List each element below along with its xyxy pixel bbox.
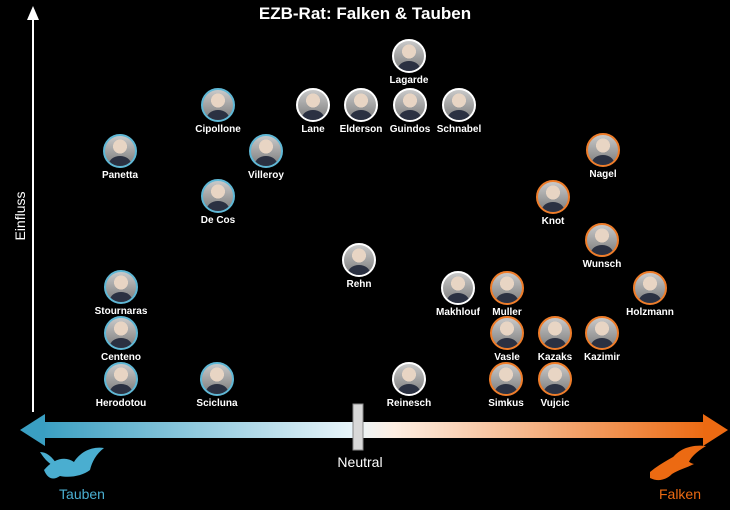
- member-lagarde: Lagarde: [369, 39, 449, 86]
- avatar: [103, 134, 137, 168]
- avatar: [633, 271, 667, 305]
- member-de-cos: De Cos: [178, 179, 258, 226]
- member-name: Panetta: [101, 170, 139, 181]
- member-name: Scicluna: [196, 398, 238, 409]
- member-kazimir: Kazimir: [562, 316, 642, 363]
- avatar: [201, 88, 235, 122]
- member-name: Wunsch: [582, 259, 622, 270]
- member-simkus: Simkus: [466, 362, 546, 409]
- member-name: Vujcic: [540, 398, 570, 409]
- avatar: [585, 316, 619, 350]
- member-scicluna: Scicluna: [177, 362, 257, 409]
- member-name: Lane: [301, 124, 325, 135]
- y-axis-label: Einfluss: [12, 191, 28, 241]
- avatar: [393, 88, 427, 122]
- avatar: [490, 316, 524, 350]
- member-name: Villeroy: [248, 170, 284, 181]
- avatar: [392, 39, 426, 73]
- member-name: Knot: [541, 216, 565, 227]
- hawk-icon: [650, 445, 706, 481]
- avatar: [585, 223, 619, 257]
- member-nagel: Nagel: [563, 133, 643, 180]
- member-herodotou: Herodotou: [81, 362, 161, 409]
- avatar: [342, 243, 376, 277]
- hawk-label: Falken: [658, 486, 702, 502]
- member-villeroy: Villeroy: [226, 134, 306, 181]
- chart-title: EZB-Rat: Falken & Tauben: [258, 4, 472, 23]
- stance-axis-bar: [42, 422, 706, 438]
- member-name: De Cos: [200, 215, 236, 226]
- member-knot: Knot: [513, 180, 593, 227]
- member-vasle: Vasle: [467, 316, 547, 363]
- member-name: Herodotou: [95, 398, 147, 409]
- member-name: Lagarde: [389, 75, 429, 86]
- member-name: Stournaras: [94, 306, 148, 317]
- member-stournaras: Stournaras: [81, 270, 161, 317]
- avatar: [201, 179, 235, 213]
- member-lane: Lane: [273, 88, 353, 135]
- member-guindos: Guindos: [370, 88, 450, 135]
- member-name: Kazaks: [537, 352, 573, 363]
- avatar: [490, 271, 524, 305]
- member-name: Rehn: [346, 279, 372, 290]
- avatar: [536, 180, 570, 214]
- member-muller: Muller: [467, 271, 547, 318]
- member-holzmann: Holzmann: [610, 271, 690, 318]
- member-reinesch: Reinesch: [369, 362, 449, 409]
- dove-label: Tauben: [59, 486, 105, 502]
- y-axis-arrowhead: [27, 6, 39, 20]
- member-cipollone: Cipollone: [178, 88, 258, 135]
- avatar: [200, 362, 234, 396]
- member-name: Vasle: [494, 352, 520, 363]
- neutral-label: Neutral: [337, 454, 383, 470]
- member-makhlouf: Makhlouf: [418, 271, 498, 318]
- dove-icon: [40, 447, 104, 479]
- member-vujcic: Vujcic: [515, 362, 595, 409]
- member-name: Muller: [492, 307, 522, 318]
- member-name: Cipollone: [195, 124, 241, 135]
- avatar: [442, 88, 476, 122]
- avatar: [392, 362, 426, 396]
- member-name: Schnabel: [436, 124, 482, 135]
- avatar: [344, 88, 378, 122]
- avatar: [296, 88, 330, 122]
- member-name: Guindos: [389, 124, 431, 135]
- member-kazaks: Kazaks: [515, 316, 595, 363]
- member-panetta: Panetta: [80, 134, 160, 181]
- avatar: [538, 362, 572, 396]
- avatar: [249, 134, 283, 168]
- member-name: Makhlouf: [436, 307, 480, 318]
- member-name: Reinesch: [386, 398, 432, 409]
- dove-arrowhead: [20, 414, 45, 446]
- member-centeno: Centeno: [81, 316, 161, 363]
- member-rehn: Rehn: [319, 243, 399, 290]
- member-name: Centeno: [101, 352, 141, 363]
- member-name: Elderson: [339, 124, 383, 135]
- avatar: [441, 271, 475, 305]
- member-name: Simkus: [488, 398, 524, 409]
- avatar: [104, 362, 138, 396]
- avatar: [538, 316, 572, 350]
- member-wunsch: Wunsch: [562, 223, 642, 270]
- avatar: [586, 133, 620, 167]
- member-elderson: Elderson: [321, 88, 401, 135]
- hawk-arrowhead: [703, 414, 728, 446]
- member-schnabel: Schnabel: [419, 88, 499, 135]
- avatar: [104, 316, 138, 350]
- avatar: [489, 362, 523, 396]
- member-name: Holzmann: [626, 307, 674, 318]
- neutral-marker: [352, 403, 364, 451]
- avatar: [104, 270, 138, 304]
- member-name: Kazimir: [583, 352, 621, 363]
- member-name: Nagel: [589, 169, 617, 180]
